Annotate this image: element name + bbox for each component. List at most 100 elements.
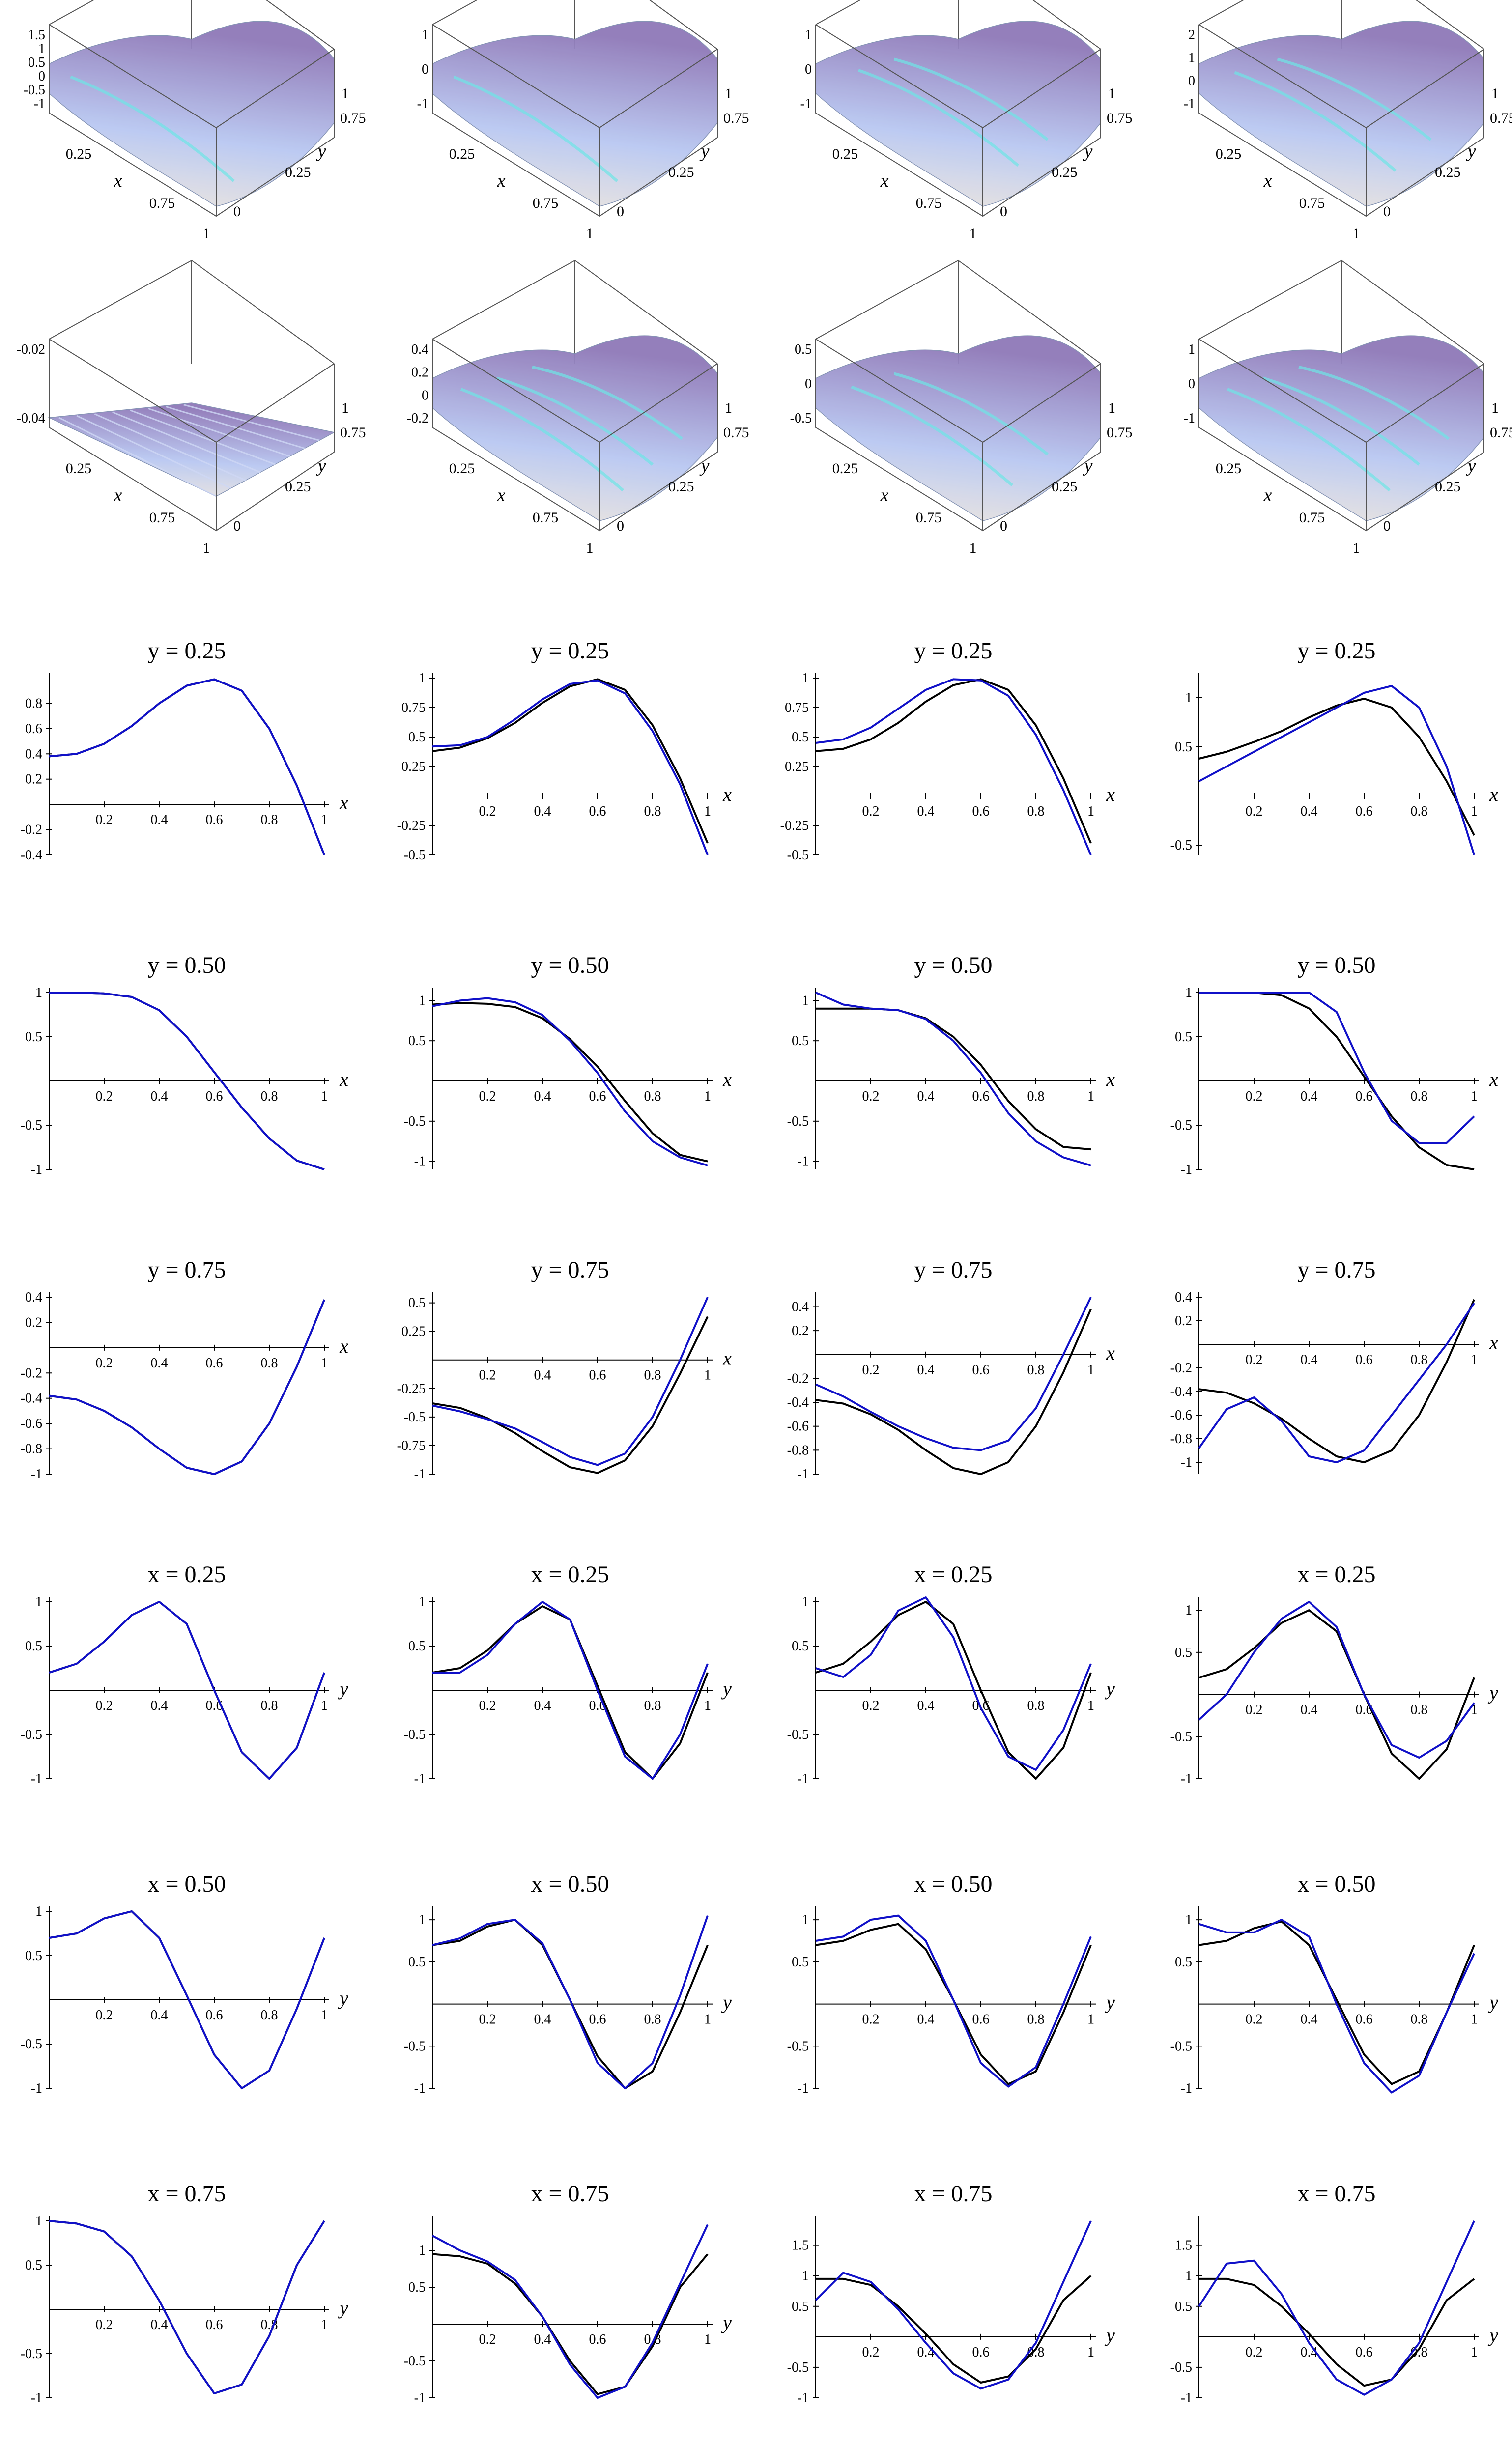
x-tick-label: 1 bbox=[321, 2317, 328, 2332]
series-approx-line bbox=[432, 1601, 709, 1780]
series-exact-line bbox=[1198, 1299, 1475, 1463]
x-tick-label: 0.8 bbox=[1411, 1352, 1428, 1367]
x-tick-label: 0.8 bbox=[644, 1089, 661, 1104]
surface-wrinkle bbox=[112, 411, 261, 473]
x-tick-label: 0.6 bbox=[206, 1356, 223, 1371]
y-tick-label: 1 bbox=[1108, 85, 1115, 102]
panel-title: x = 0.25 bbox=[1297, 1562, 1375, 1588]
y-tick-label: 1 bbox=[1491, 400, 1499, 416]
y-tick-label: 1.5 bbox=[792, 2238, 809, 2253]
y-tick-label: 0.5 bbox=[25, 1639, 42, 1654]
y-tick-label: 0 bbox=[1383, 518, 1391, 534]
y-tick-label: 1 bbox=[35, 1594, 42, 1610]
z-tick-label: -0.5 bbox=[24, 83, 45, 98]
y-tick-label: 0.25 bbox=[1435, 164, 1461, 180]
y-tick-label: 1 bbox=[1185, 690, 1192, 706]
x-tick-label: 1 bbox=[1471, 1089, 1478, 1104]
x-tick-label: 1 bbox=[321, 1089, 328, 1104]
x-tick-label: 0.6 bbox=[972, 1363, 990, 1378]
x-tick-label: 1 bbox=[1087, 1089, 1094, 1104]
surface-panel-5: -0.02 -0.04 0.25 0.75 1 x 0 0.25 0.75 1 y bbox=[17, 259, 366, 556]
series-approx-line bbox=[1198, 1919, 1475, 2094]
series-approx-line bbox=[49, 1299, 325, 1475]
x-tick-label: 1 bbox=[1471, 2012, 1478, 2027]
z-tick-label: -1 bbox=[34, 96, 45, 112]
y-tick-label: -0.5 bbox=[404, 2354, 426, 2369]
series-approx-line bbox=[432, 1297, 709, 1466]
y-axis-label: y bbox=[1466, 455, 1476, 476]
panel-title: y = 0.25 bbox=[914, 638, 992, 664]
y-tick-label: -0.8 bbox=[21, 1442, 42, 1457]
y-tick-label: 0.4 bbox=[1175, 1290, 1192, 1305]
series-approx-line bbox=[1199, 992, 1475, 1144]
surface-ridge bbox=[893, 57, 1049, 141]
x-tick-label: 0.2 bbox=[479, 1089, 496, 1104]
panel-title: y = 0.75 bbox=[1297, 1257, 1375, 1283]
axis-label: x bbox=[1106, 1342, 1115, 1364]
x-tick-label: 1 bbox=[1471, 2345, 1478, 2360]
axis-label: y bbox=[338, 1987, 348, 2009]
y-tick-label: 0.5 bbox=[408, 1955, 426, 1970]
z-tick-label: 0 bbox=[805, 62, 812, 77]
z-tick-label: 0 bbox=[422, 388, 428, 403]
surface-ridge bbox=[851, 385, 1013, 486]
x-tick-label: 1 bbox=[970, 540, 977, 556]
y-tick-label: 0.5 bbox=[1175, 1955, 1192, 1970]
y-tick-label: -1 bbox=[31, 1467, 42, 1482]
line-panel-r1-c2: y = 0.250.2 0.4 0.6 0.8 1x10.750.50.25-0.25-… bbox=[397, 638, 732, 863]
y-tick-label: 0.5 bbox=[408, 1033, 426, 1049]
y-tick-label: 0.25 bbox=[285, 164, 311, 180]
x-tick-label: 0.4 bbox=[151, 2008, 168, 2023]
y-tick-label: 0.5 bbox=[408, 2280, 426, 2295]
axis-label: y bbox=[721, 1991, 732, 2014]
x-tick-label: 1 bbox=[704, 1368, 711, 1383]
x-tick-label: 0.75 bbox=[149, 195, 175, 211]
line-panel-r6-c4: x = 0.750.2 0.4 0.6 0.8 1y1.510.5-0.5-1 bbox=[1170, 2181, 1498, 2406]
x-tick-label: 0.6 bbox=[589, 2332, 606, 2347]
series-approx-line bbox=[1198, 1302, 1475, 1463]
y-tick-label: -0.5 bbox=[787, 2360, 809, 2375]
line-panel-r1-c1: y = 0.25 0.2 0.4 0.6 0.8 1x 0.8 0.6 0.4 0.2 -0.2 -0… bbox=[21, 638, 348, 863]
x-tick-label: 0.2 bbox=[1246, 1089, 1263, 1104]
panel-title: x = 0.75 bbox=[914, 2181, 992, 2207]
y-tick-label: 1 bbox=[802, 1912, 809, 1928]
x-tick-label: 0.2 bbox=[96, 1356, 113, 1371]
x-tick-label: 1 bbox=[1087, 2012, 1094, 2027]
z-tick-label: -1 bbox=[1184, 411, 1195, 426]
panel-title: y = 0.25 bbox=[1297, 638, 1375, 664]
y-tick-label: -1 bbox=[414, 1467, 426, 1482]
panel-title: y = 0.50 bbox=[914, 952, 992, 978]
x-tick-label: 1 bbox=[1087, 804, 1094, 819]
x-axis-label: x bbox=[880, 485, 889, 506]
box-edge bbox=[49, 339, 335, 443]
series-exact-line bbox=[432, 2253, 709, 2395]
series-approx-line bbox=[815, 2220, 1092, 2390]
z-tick-label: 0.5 bbox=[795, 342, 812, 357]
y-tick-label: -1 bbox=[1181, 1771, 1192, 1787]
z-tick-label: 1.5 bbox=[28, 28, 45, 43]
x-tick-label: 1 bbox=[1353, 226, 1360, 242]
panel-title: x = 0.50 bbox=[531, 1871, 609, 1897]
y-tick-label: -1 bbox=[798, 1771, 809, 1787]
y-tick-label: 0.25 bbox=[1052, 479, 1078, 495]
x-tick-label: 0.75 bbox=[533, 510, 559, 526]
panel-title: x = 0.75 bbox=[147, 2181, 226, 2207]
y-tick-label: -1 bbox=[31, 1771, 42, 1787]
x-tick-label: 0.2 bbox=[862, 804, 880, 819]
x-tick-label: 0.4 bbox=[151, 1356, 168, 1371]
x-tick-label: 1 bbox=[1353, 540, 1360, 556]
x-tick-label: 0.25 bbox=[832, 460, 858, 477]
x-tick-label: 0.25 bbox=[832, 146, 858, 162]
y-tick-label: 1 bbox=[725, 400, 732, 416]
x-tick-label: 0.2 bbox=[479, 1698, 496, 1713]
x-tick-label: 0.2 bbox=[96, 1698, 113, 1713]
x-tick-label: 0.25 bbox=[1216, 460, 1242, 477]
y-tick-label: 1 bbox=[802, 1594, 809, 1610]
y-tick-label: -1 bbox=[798, 1467, 809, 1482]
series-approx-line bbox=[1198, 1601, 1475, 1759]
surface-panel-6: 0.4 0.2 0 -0.2 0.25 0.75 1 x 0 0.25 0.75 1 y bbox=[407, 259, 749, 556]
axis-label: y bbox=[721, 2311, 732, 2333]
y-tick-label: -0.5 bbox=[404, 1727, 426, 1742]
x-tick-label: 0.75 bbox=[149, 510, 175, 526]
x-tick-label: 0.4 bbox=[917, 1363, 935, 1378]
